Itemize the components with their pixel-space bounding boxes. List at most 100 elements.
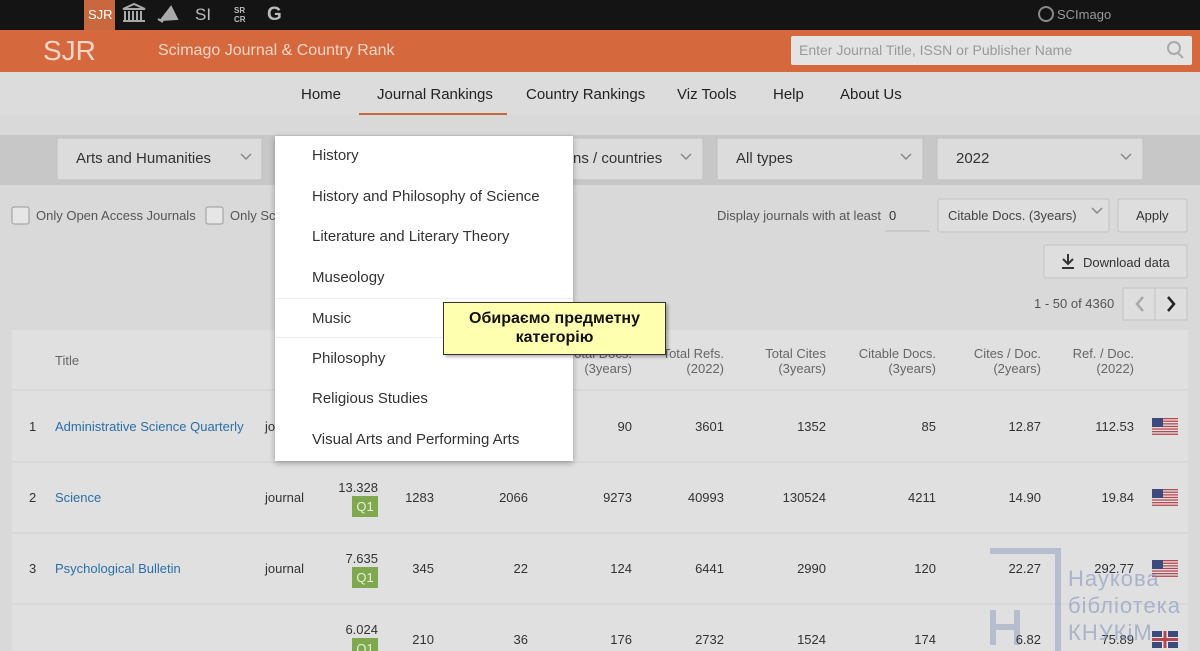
cell: 1524 [797,632,826,647]
cell: 2732 [695,632,724,647]
dropdown-item[interactable]: Visual Arts and Performing Arts [312,430,520,448]
threshold-label: Display journals with at least [717,208,882,223]
cell: 130524 [782,490,826,505]
site-title[interactable]: Scimago Journal & Country Rank [158,42,395,59]
megaphone-icon[interactable] [157,5,179,23]
nav-link[interactable]: About Us [840,86,902,103]
nav-link[interactable]: Country Rankings [526,86,646,103]
topbar-icon[interactable]: SJR [88,7,113,22]
pagination: 1 - 50 of 4360 [1034,296,1115,311]
watermark-text: КНУКіМ [1068,620,1153,645]
watermark-text: бібліотека [1068,593,1181,618]
column-header[interactable]: (3years) [888,361,936,376]
cell: 124 [610,561,632,576]
logo[interactable]: SJR [43,35,96,66]
callout-text: Обираємо предметну [469,310,640,327]
cell: 4211 [908,490,936,505]
column-header[interactable]: (3years) [584,361,632,376]
checkbox-label[interactable]: Only Open Access Journals [36,208,196,223]
dropdown-item[interactable]: Philosophy [312,349,386,367]
cell: 14.90 [1008,490,1041,505]
filter-select[interactable]: Arts and Humanities [76,150,212,167]
column-header[interactable]: (2022) [686,361,724,376]
watermark-logo [990,548,1061,651]
cell: 22 [513,561,528,576]
sjr-value: 7.635 [345,551,378,566]
column-header[interactable]: Title [55,353,80,368]
journal-link[interactable]: Psychological Bulletin [55,561,181,576]
column-header[interactable]: Ref. / Doc. [1072,346,1134,361]
nav-link[interactable]: Help [773,86,804,103]
cell: 90 [617,419,632,434]
checkbox-label[interactable]: Only Sci [230,208,279,223]
cell: 9273 [603,490,632,505]
nav-link[interactable]: Viz Tools [677,86,737,103]
dropdown-item[interactable]: Music [275,298,573,338]
cell: 12.87 [1008,419,1041,434]
topbar-icon[interactable]: CR [234,15,246,24]
nav-link[interactable]: Journal Rankings [377,86,493,103]
cell: 1283 [405,490,434,505]
cell: 345 [412,561,434,576]
topbar-icon[interactable]: G [267,4,282,25]
rank: 1 [29,419,37,434]
rank: 2 [29,490,37,505]
cell: 3601 [695,419,724,434]
column-header[interactable]: Total Refs. [662,346,724,361]
dropdown-item[interactable]: Religious Studies [312,390,428,407]
dropdown-menu: History History and Philosophy of Science… [275,136,573,461]
apply-button[interactable]: Apply [1136,208,1169,223]
nav-link[interactable]: Home [301,86,342,103]
sjr-value: 6.024 [345,622,378,637]
threshold-select[interactable]: Citable Docs. (3years) [948,208,1077,223]
dropdown-item[interactable]: Literature and Literary Theory [312,228,510,245]
search-input[interactable]: Enter Journal Title, ISSN or Publisher N… [799,42,1073,58]
cell: 85 [921,419,936,434]
filter-select[interactable]: ns / countries [573,150,663,167]
sjr-value: 13.328 [338,480,378,495]
download-button[interactable]: Download data [1083,255,1170,270]
journal-link[interactable]: Science [55,490,102,505]
cell: 75.89 [1101,632,1134,647]
quartile-badge: Q1 [352,496,378,517]
dropdown-item[interactable]: Museology [312,268,385,286]
topbar-icon[interactable]: SR [234,6,246,15]
brand[interactable]: SCImago [1057,7,1112,22]
filter-select[interactable]: All types [736,150,793,167]
cell: 2066 [499,490,528,505]
dropdown-item[interactable]: History [312,147,359,164]
threshold-input[interactable]: 0 [889,208,897,223]
topbar-icon[interactable]: SI [195,5,212,24]
column-header[interactable]: Total Cites [765,346,826,361]
cell: 174 [914,632,936,647]
cell: 210 [412,632,434,647]
brand-icon [1038,6,1054,22]
column-header[interactable]: (3years) [778,361,826,376]
cell: 1352 [797,419,826,434]
callout: Обираємо предметну категорію [443,302,666,355]
column-header[interactable]: (2years) [993,361,1041,376]
cell: 22.27 [1008,561,1041,576]
callout-text: категорію [515,329,594,346]
quartile-badge: Q1 [352,638,378,651]
cell: 112.53 [1095,419,1134,434]
cell: 176 [610,632,632,647]
dropdown-item[interactable]: History and Philosophy of Science [312,187,540,205]
cell: 6441 [695,561,724,576]
cell: 19.84 [1101,490,1134,505]
cell: 292.77 [1094,561,1134,576]
journal-link[interactable]: Administrative Science Quarterly [55,419,244,434]
column-header[interactable]: Cites / Doc. [973,346,1041,361]
column-header[interactable]: Citable Docs. [858,346,936,361]
cell: 2990 [797,561,826,576]
cell: 36 [513,632,528,647]
quartile-badge: Q1 [352,567,378,588]
library-icon[interactable] [122,2,146,22]
filter-select[interactable]: 2022 [956,150,990,167]
rank: 3 [29,561,37,576]
journal-type: journal [265,561,305,576]
column-header[interactable]: (2022) [1096,361,1134,376]
journal-type: journal [265,490,305,505]
